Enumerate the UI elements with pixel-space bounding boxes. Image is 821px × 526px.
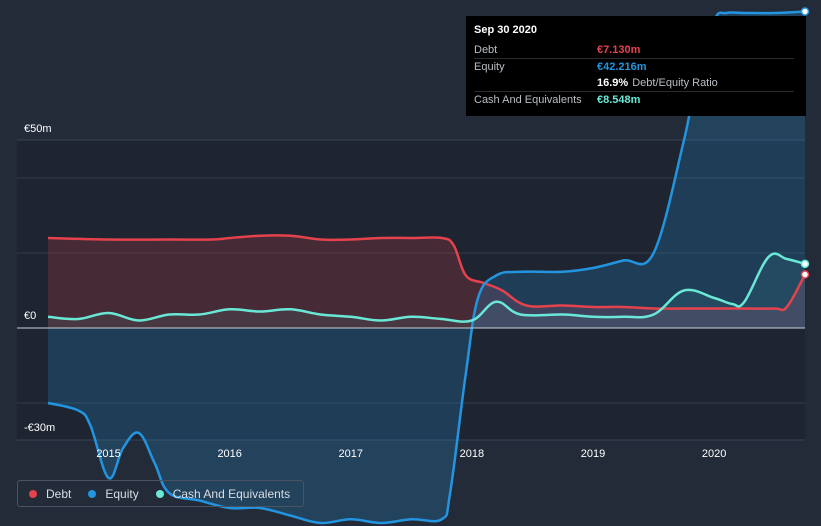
endpoint-debt	[800, 270, 810, 279]
tooltip-row-cash: Cash And Equivalents €8.548m	[474, 91, 794, 108]
x-tick-label: 2020	[702, 448, 726, 460]
x-tick-label: 2018	[460, 448, 484, 460]
legend-label-cash: Cash And Equivalents	[172, 486, 291, 501]
endpoint-cash-and-equivalents	[800, 259, 810, 269]
tooltip-value-ratio: 16.9%	[597, 77, 629, 89]
line-cash-and-equivalents	[47, 252, 806, 323]
tooltip-date: Sep 30 2020	[474, 24, 537, 36]
x-axis-labels: 2015 2016 2017 2018 2019 2020	[96, 448, 726, 460]
tooltip-label-debt: Debt	[474, 44, 498, 56]
legend-dot-cash	[155, 489, 164, 498]
tooltip-value-cash: €8.548m	[597, 94, 641, 106]
legend-label-equity: Equity	[105, 486, 139, 501]
y-tick-label: €50m	[24, 123, 52, 135]
tooltip-row-debt: Debt €7.130m	[474, 42, 794, 58]
area-debt	[48, 235, 805, 328]
tooltip-panel: Sep 30 2020 Debt €7.130m Equity €42.216m…	[466, 16, 806, 116]
tooltip-label-cash: Cash And Equivalents	[474, 94, 582, 106]
chart-legend: Debt Equity Cash And Equivalents	[17, 480, 304, 507]
y-tick-label: -€30m	[24, 422, 55, 434]
y-tick-label: €0	[24, 310, 36, 322]
area-equity	[48, 11, 805, 524]
x-tick-label: 2016	[217, 448, 241, 460]
tooltip-row-ratio: 16.9% Debt/Equity Ratio	[474, 75, 794, 91]
legend-item-cash[interactable]: Cash And Equivalents	[155, 486, 291, 501]
x-tick-label: 2015	[96, 448, 120, 460]
legend-item-equity[interactable]: Equity	[88, 486, 139, 501]
series-endpoints	[800, 7, 810, 279]
line-debt	[47, 234, 807, 312]
y-axis-labels: €50m €0 -€30m	[24, 123, 55, 434]
x-tick-label: 2017	[339, 448, 363, 460]
legend-dot-equity	[88, 489, 97, 498]
x-tick-label: 2019	[581, 448, 605, 460]
grid-lines	[17, 139, 805, 441]
legend-label-debt: Debt	[46, 486, 72, 501]
tooltip-value-debt: €7.130m	[597, 44, 641, 56]
tooltip-value-equity: €42.216m	[597, 61, 647, 73]
legend-dot-debt	[29, 489, 37, 498]
tooltip-ratio-suffix: Debt/Equity Ratio	[632, 77, 718, 89]
tooltip-row-equity: Equity €42.216m	[474, 58, 794, 75]
legend-item-debt[interactable]: Debt	[29, 487, 71, 501]
tooltip-label-equity: Equity	[474, 61, 505, 73]
endpoint-equity	[800, 7, 810, 16]
